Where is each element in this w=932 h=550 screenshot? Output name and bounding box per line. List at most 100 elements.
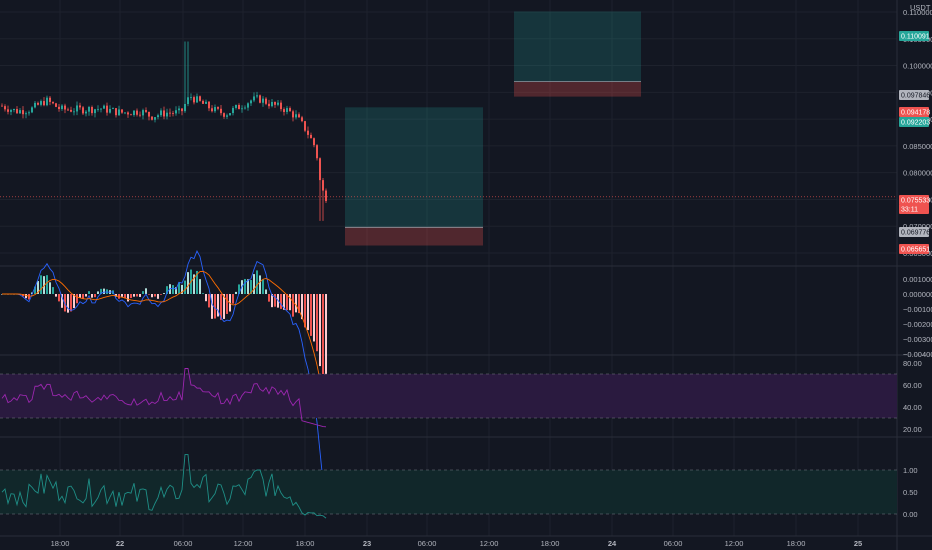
candle <box>160 108 162 118</box>
macd-histogram-bar <box>94 294 96 298</box>
candle <box>55 102 57 108</box>
macd-axis-label: −0.003000 <box>903 335 932 344</box>
price-tag[interactable]: 0.065651 <box>899 244 930 254</box>
candle <box>13 108 15 113</box>
macd-histogram-bar <box>34 286 36 294</box>
price-tag-label: 0.075533 <box>901 198 930 205</box>
macd-histogram-bar <box>151 294 153 298</box>
price-tag[interactable]: 33:11 <box>899 204 929 214</box>
candle <box>241 105 243 113</box>
candle <box>64 103 66 114</box>
candle <box>274 101 276 108</box>
candle <box>46 95 48 107</box>
macd-histogram-bar <box>310 294 312 336</box>
price-pane[interactable] <box>0 11 897 246</box>
price-tag[interactable]: 0.097846 <box>899 90 930 100</box>
candle <box>43 97 45 107</box>
candle <box>199 95 201 102</box>
candle <box>154 116 156 123</box>
rsi-axis-label: 80.00 <box>903 359 922 368</box>
time-axis-label: 24 <box>608 539 617 548</box>
rsi-pane[interactable]: 80.00 60.00 40.00 20.00 <box>0 359 922 434</box>
macd-axis-label: 0.000000 <box>903 290 932 299</box>
macd-axis-label: −0.004000 <box>903 350 932 359</box>
candle <box>118 105 120 116</box>
macd-histogram-bar <box>316 294 318 352</box>
oscillator-axis-label: 0.50 <box>903 488 918 497</box>
time-axis[interactable]: 18:00 22 06:00 12:00 18:00 23 06:00 12:00 18:00 2… <box>51 539 863 548</box>
candle <box>190 93 192 101</box>
macd-histogram-bar <box>133 294 135 297</box>
candle <box>208 100 210 112</box>
macd-histogram-bar <box>139 294 141 297</box>
macd-histogram-bar <box>298 294 300 314</box>
candle <box>40 99 42 107</box>
candle <box>100 108 102 113</box>
macd-histogram-bar <box>268 294 270 302</box>
macd-histogram-bar <box>46 275 48 294</box>
price-axis-label: 0.085000 <box>903 142 932 151</box>
macd-histogram-bar <box>67 294 69 313</box>
macd-histogram-bar <box>226 294 228 314</box>
long-position-1[interactable] <box>345 107 483 246</box>
price-tag-label: 0.069776 <box>901 230 930 237</box>
candle <box>259 94 261 104</box>
price-tag[interactable]: 0.110091 <box>899 31 930 41</box>
time-axis-label: 06:00 <box>418 539 437 548</box>
candle <box>196 93 198 104</box>
candle <box>91 105 93 116</box>
price-tag[interactable]: 0.069776 <box>899 227 930 237</box>
macd-pane[interactable]: 0.001000 0.000000 −0.001000 −0.002000 −0.003… <box>1 250 932 513</box>
candle <box>193 95 195 105</box>
candle <box>103 104 105 109</box>
macd-histogram-bar <box>115 294 117 297</box>
macd-line <box>2 250 327 513</box>
time-axis-label: 23 <box>363 539 371 548</box>
macd-histogram-bar <box>265 289 267 294</box>
macd-histogram-bar <box>259 275 261 294</box>
price-tag[interactable]: 0.094178 <box>899 107 930 117</box>
macd-histogram-bar <box>202 293 204 294</box>
candle <box>238 103 240 110</box>
candle <box>58 103 60 112</box>
oscillator-line <box>1 454 327 519</box>
candle <box>10 108 12 116</box>
macd-histogram-bar <box>208 294 210 308</box>
candle <box>79 102 81 110</box>
profit-zone <box>514 11 641 82</box>
macd-histogram-bar <box>295 294 297 313</box>
macd-histogram-bar <box>319 294 321 367</box>
macd-histogram-bar <box>232 294 234 304</box>
price-tag-label: 0.092203 <box>901 120 930 127</box>
candle <box>151 116 153 121</box>
candle <box>76 101 78 116</box>
candle <box>130 113 132 116</box>
candle <box>25 111 27 119</box>
candle <box>148 111 150 121</box>
long-position-2[interactable] <box>514 11 641 97</box>
candle <box>280 100 282 112</box>
macd-histogram-bar <box>52 287 54 294</box>
candle <box>145 107 147 114</box>
loss-zone <box>345 227 483 246</box>
macd-histogram-bar <box>82 294 84 300</box>
rsi-axis-label: 60.00 <box>903 381 922 390</box>
macd-histogram-bar <box>73 294 75 309</box>
oscillator-pane[interactable]: 1.00 0.50 0.00 <box>0 454 918 519</box>
price-tag[interactable]: 0.092203 <box>899 117 930 127</box>
macd-histogram-bar <box>130 294 132 299</box>
price-tag-label: 0.094178 <box>901 110 930 117</box>
macd-histogram-bar <box>22 294 24 297</box>
candle <box>292 109 294 122</box>
macd-histogram-bar <box>136 294 138 297</box>
price-tag[interactable]: 0.075533 <box>899 195 930 205</box>
price-tags: 0.110091 0.097846 0.094178 0.092203 0.075533… <box>899 31 930 254</box>
macd-histogram-bar <box>31 292 33 294</box>
macd-histogram-bar <box>100 288 102 294</box>
time-axis-label: 18:00 <box>51 539 70 548</box>
macd-histogram-bar <box>49 282 51 294</box>
macd-histogram-bar <box>256 270 258 294</box>
candle <box>49 95 51 106</box>
